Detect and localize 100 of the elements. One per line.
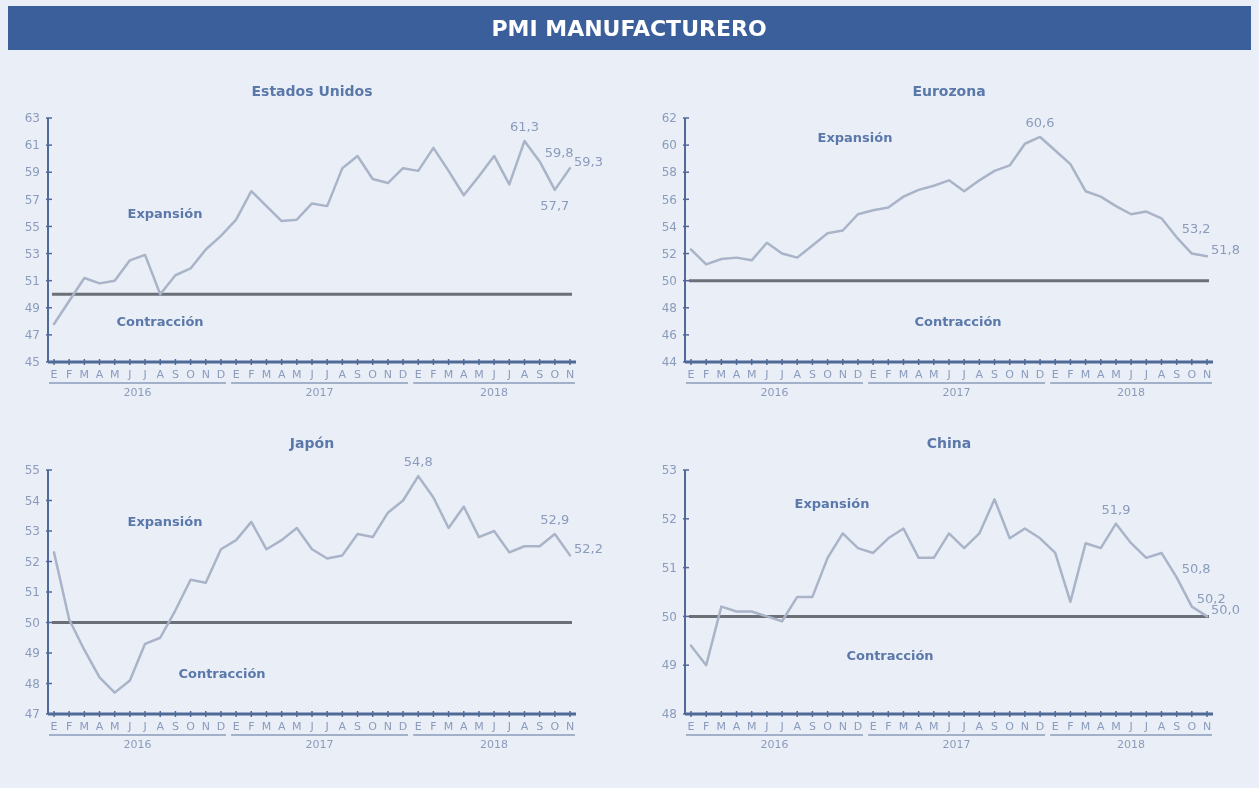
x-tick-label: O: [550, 720, 560, 733]
x-tick-label: E: [232, 720, 240, 733]
x-tick-label: J: [946, 368, 951, 381]
y-tick-label: 49: [661, 658, 677, 673]
x-tick-label: J: [961, 368, 966, 381]
text: 2016: [760, 738, 789, 751]
x-tick-label: F: [430, 368, 437, 381]
y-tick-label: 59: [24, 165, 40, 180]
y-tick-label: 51: [661, 560, 677, 575]
x-tick-label: D: [398, 720, 408, 733]
x-tick-label: D: [398, 368, 408, 381]
y-tick-label: 55: [24, 219, 40, 234]
x-tick-label: M: [261, 720, 272, 733]
data-label: 51,8: [1211, 242, 1240, 258]
x-tick-label: F: [1067, 720, 1074, 733]
x-tick-label: J: [324, 720, 329, 733]
x-tick-label: M: [716, 720, 727, 733]
y-tick-label: 54: [24, 493, 40, 508]
x-tick-label: N: [1202, 368, 1212, 381]
annotation: Contracción: [178, 666, 266, 681]
x-tick-label: D: [216, 368, 226, 381]
x-tick-label: O: [186, 368, 196, 381]
y-tick-label: 55: [24, 463, 40, 478]
data-label: 52,9: [540, 512, 570, 528]
data-label: 61,3: [509, 119, 539, 135]
x-tick-label: J: [1128, 368, 1133, 381]
chart-title: Japón: [288, 435, 335, 451]
x-tick-label: F: [248, 720, 255, 733]
x-tick-label: A: [156, 720, 165, 733]
x-tick-label: M: [443, 368, 454, 381]
y-tick-label: 53: [24, 524, 40, 539]
x-tick-label: A: [520, 368, 529, 381]
x-tick-label: M: [109, 720, 120, 733]
x-tick-label: S: [171, 720, 179, 733]
annotation: Expansión: [127, 206, 203, 221]
x-tick-label: N: [1020, 720, 1029, 733]
x-tick-label: O: [1005, 720, 1015, 733]
x-tick-label: A: [975, 720, 984, 733]
x-tick-label: N: [383, 720, 392, 733]
x-tick-label: J: [1143, 720, 1148, 733]
x-tick-label: A: [793, 368, 802, 381]
x-tick-label: S: [991, 720, 999, 733]
x-tick-label: S: [808, 720, 816, 733]
y-tick-label: 47: [24, 328, 40, 343]
text: 2018: [1117, 738, 1146, 751]
x-tick-label: O: [368, 720, 378, 733]
x-tick-label: A: [95, 368, 104, 381]
y-tick-label: 56: [661, 192, 677, 207]
x-tick-label: O: [823, 720, 833, 733]
x-tick-label: M: [1111, 720, 1121, 733]
x-tick-label: F: [885, 368, 892, 381]
x-tick-label: E: [869, 720, 877, 733]
x-tick-label: J: [764, 720, 769, 733]
x-tick-label: E: [687, 368, 695, 381]
x-tick-label: J: [309, 720, 314, 733]
x-tick-label: M: [746, 368, 757, 381]
x-tick-label: M: [79, 368, 90, 381]
x-tick-label: S: [808, 368, 816, 381]
data-label: 59,8: [544, 145, 574, 161]
data-label: 60,6: [1025, 114, 1055, 130]
y-tick-label: 51: [24, 273, 40, 288]
annotation: Expansión: [794, 496, 870, 511]
x-tick-label: N: [201, 368, 210, 381]
y-tick-label: 45: [24, 355, 40, 370]
x-tick-label: A: [338, 720, 347, 733]
y-tick-label: 52: [661, 246, 677, 261]
x-tick-label: J: [961, 720, 966, 733]
x-tick-label: A: [914, 368, 923, 381]
annotation: Expansión: [127, 514, 203, 529]
x-tick-label: N: [201, 720, 210, 733]
data-label: 51,9: [1101, 501, 1131, 517]
x-tick-label: F: [1067, 368, 1074, 381]
y-tick-label: 58: [661, 165, 677, 180]
text: 2017: [305, 738, 334, 751]
data-label: 54,8: [403, 454, 433, 470]
x-tick-label: S: [354, 368, 362, 381]
text: 2016: [123, 386, 152, 399]
data-label: 50,8: [1181, 561, 1211, 577]
x-tick-label: M: [474, 368, 484, 381]
x-tick-label: M: [1111, 368, 1121, 381]
x-tick-label: S: [536, 368, 544, 381]
x-tick-label: A: [460, 720, 468, 733]
y-tick-label: 50: [661, 273, 677, 288]
x-tick-label: M: [1080, 720, 1091, 733]
x-tick-label: O: [1187, 720, 1197, 733]
x-tick-label: A: [1157, 368, 1166, 381]
x-tick-label: D: [853, 720, 863, 733]
x-tick-label: N: [1202, 720, 1212, 733]
x-tick-label: M: [292, 368, 302, 381]
x-tick-label: M: [292, 720, 302, 733]
x-tick-label: F: [430, 720, 437, 733]
x-tick-label: J: [506, 720, 511, 733]
text: 2016: [123, 738, 152, 751]
y-tick-label: 61: [24, 138, 40, 153]
x-tick-label: A: [95, 720, 104, 733]
x-tick-label: E: [869, 368, 877, 381]
y-tick-label: 48: [661, 300, 677, 315]
annotation: Expansión: [817, 130, 893, 145]
x-tick-label: M: [443, 720, 454, 733]
x-tick-label: N: [383, 368, 392, 381]
